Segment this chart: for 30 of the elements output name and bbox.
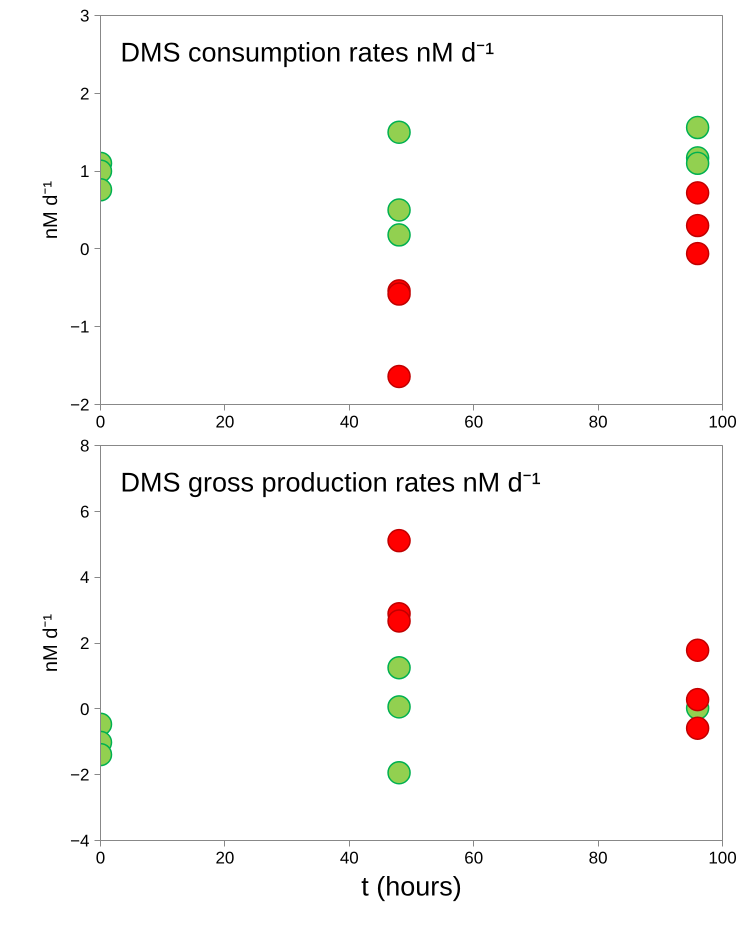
x-tick-label: 60 xyxy=(464,412,484,432)
y-tick-label: −2 xyxy=(70,766,90,785)
y-tick-label: 3 xyxy=(80,6,90,26)
x-tick-label: 60 xyxy=(464,848,484,868)
x-tick-label: 20 xyxy=(215,848,234,868)
y-axis-title: nM d⁻¹ xyxy=(40,614,62,672)
x-tick-label: 0 xyxy=(96,848,106,868)
x-tick-label: 40 xyxy=(340,848,359,868)
x-tick-label: 80 xyxy=(588,848,608,868)
x-tick-label: 80 xyxy=(588,412,608,432)
x-tick-label: 100 xyxy=(708,848,737,868)
x-tick-label: 0 xyxy=(96,412,106,432)
y-tick-label: −1 xyxy=(70,318,90,337)
y-axis-title: nM d⁻¹ xyxy=(40,180,62,240)
x-axis-title: t (hours) xyxy=(361,872,462,902)
y-tick-label: 2 xyxy=(80,84,90,104)
y-tick-label: 0 xyxy=(80,700,90,719)
x-tick-label: 100 xyxy=(708,412,737,432)
y-tick-label: 6 xyxy=(80,502,90,522)
y-tick-label: 8 xyxy=(80,436,90,456)
y-tick-label: 4 xyxy=(80,568,90,588)
y-tick-label: −2 xyxy=(70,396,90,414)
text: DMS consumption rates nM d⁻¹ xyxy=(120,38,494,68)
y-tick-label: 2 xyxy=(80,634,90,653)
x-tick-label: 20 xyxy=(215,412,234,432)
x-tick-label: 40 xyxy=(340,412,359,432)
y-tick-label: −4 xyxy=(70,832,90,850)
y-tick-label: 0 xyxy=(80,240,90,259)
text: DMS gross production rates nM d⁻¹ xyxy=(120,468,541,498)
y-tick-label: 1 xyxy=(80,162,90,182)
